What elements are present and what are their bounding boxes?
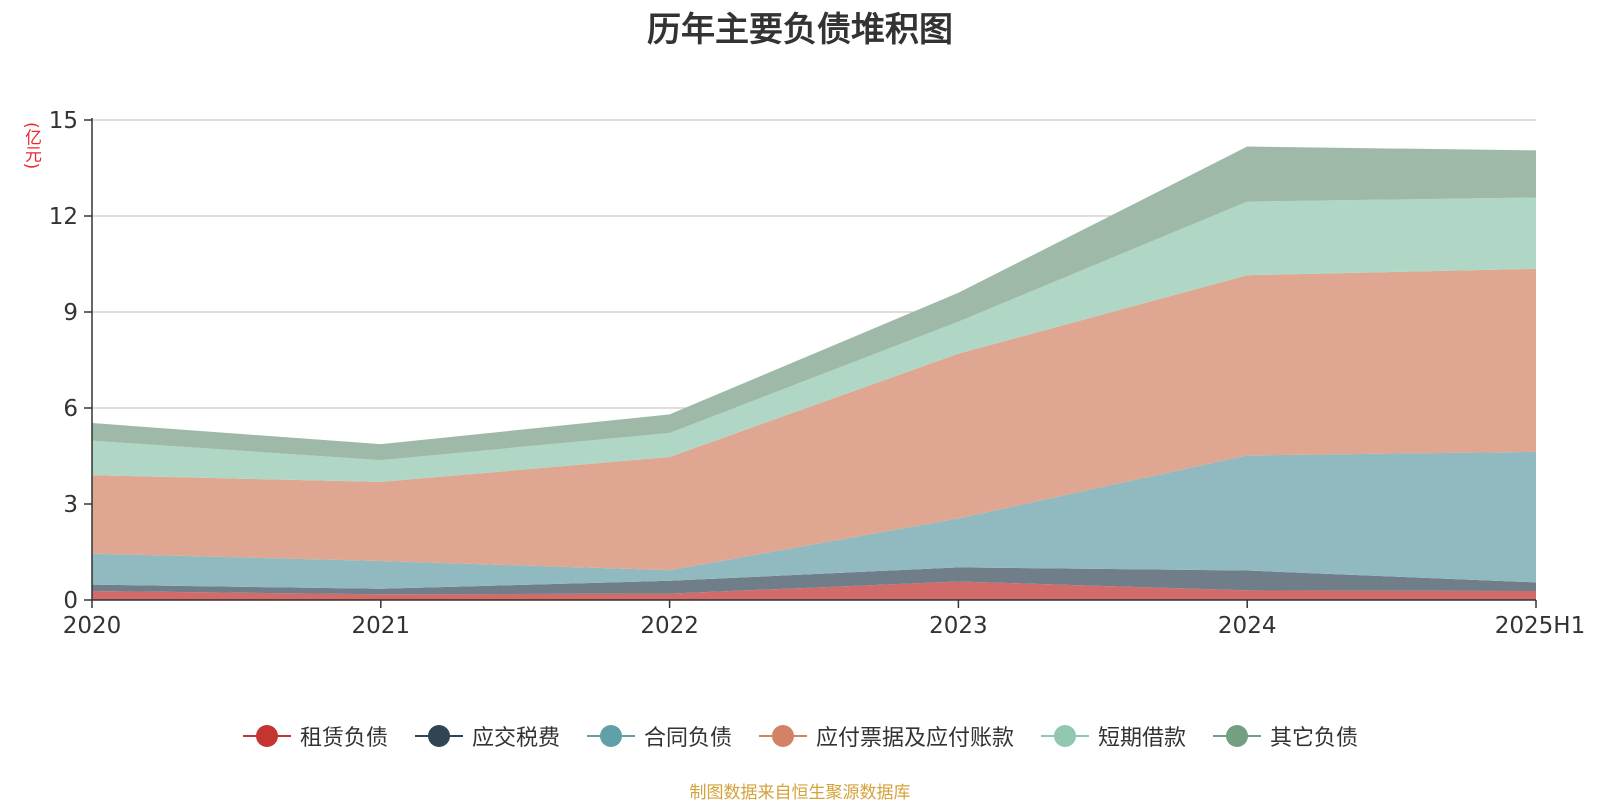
area-series-5[interactable]: [92, 197, 1536, 482]
legend-label: 合同负债: [643, 726, 732, 751]
legend-marker-icon: [1041, 725, 1090, 747]
legend-marker-icon: [242, 725, 291, 747]
legend-marker-icon: [759, 725, 807, 747]
x-tick-label: 2024: [1218, 613, 1277, 639]
legend-label: 应付票据及应付账款: [816, 726, 1015, 751]
legend-marker-icon: [1213, 725, 1262, 747]
area-series-4[interactable]: [92, 268, 1536, 571]
area-series: [92, 146, 1536, 600]
area-series-1[interactable]: [92, 581, 1536, 600]
legend-item-6[interactable]: 其它负债: [1212, 720, 1358, 752]
legend-item-5[interactable]: 短期借款: [1040, 720, 1186, 752]
chart-title: 历年主要负债堆积图: [647, 10, 953, 50]
legend-item-2[interactable]: 应交税费: [414, 720, 560, 752]
legend-marker-icon: [414, 725, 463, 747]
area-series-6[interactable]: [92, 146, 1536, 461]
area-series-3[interactable]: [92, 451, 1536, 589]
legend-item-3[interactable]: 合同负债: [586, 720, 732, 752]
legend-label: 租赁负债: [299, 726, 388, 751]
x-tick-label: 2020: [63, 613, 122, 639]
x-tick-label: 2025H1: [1495, 613, 1585, 639]
x-tick-label: 2022: [640, 613, 699, 639]
x-tick-label: 2021: [352, 613, 411, 639]
y-tick-label: 12: [49, 204, 78, 230]
y-tick-label: 6: [63, 396, 78, 422]
legend-item-4[interactable]: 应付票据及应付账款: [758, 720, 1014, 752]
x-tick-label: 2023: [929, 613, 988, 639]
legend-marker-icon: [586, 725, 635, 747]
axes: 0 3 6 9 12 15 2020 2021 2022 2023 2024 2025H1: [49, 108, 1586, 639]
legend-label: 其它负债: [1270, 726, 1359, 751]
y-tick-label: 9: [63, 300, 78, 326]
area-series-2[interactable]: [92, 567, 1536, 595]
legend-label: 短期借款: [1098, 726, 1187, 751]
source-note: 制图数据来自恒生聚源数据库: [689, 783, 911, 803]
y-axis-unit-label: (亿元): [21, 122, 41, 170]
y-tick-label: 0: [63, 588, 78, 614]
legend-label: 应交税费: [471, 726, 560, 751]
legend-item-1[interactable]: 租赁负债: [242, 720, 388, 752]
legend: 租赁负债 应交税费 合同负债 应付票据及应付账款 短期借款 其它负债: [0, 720, 1600, 752]
y-tick-label: 15: [49, 108, 78, 134]
y-tick-label: 3: [63, 492, 78, 518]
